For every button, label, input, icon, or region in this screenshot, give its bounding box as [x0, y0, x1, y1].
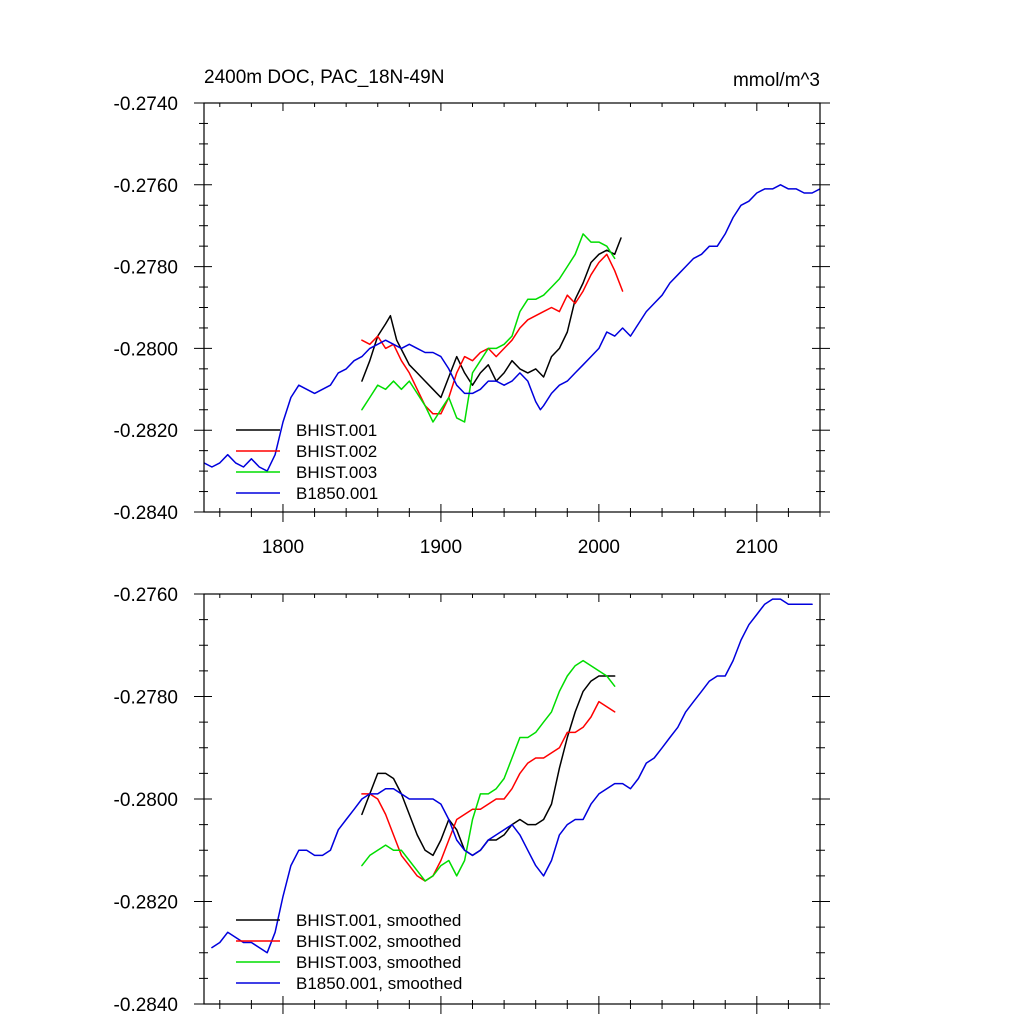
bottom-y-tick-label: -0.2780: [114, 688, 178, 709]
bottom-legend-label-0: BHIST.001, smoothed: [296, 911, 461, 930]
top-x-tick-label: 1800: [262, 537, 304, 558]
top-y-tick-label: -0.2800: [114, 339, 178, 360]
top-y-tick-label: -0.2740: [114, 94, 178, 115]
bottom-series-line-1: [361, 700, 616, 882]
top-series-line-2: [361, 233, 616, 423]
bottom-legend-label-1: BHIST.002, smoothed: [296, 932, 461, 951]
top-panel: 2400m DOC, PAC_18N-49N mmol/m^3 1800 1900…: [114, 67, 830, 558]
bottom-y-tick-label: -0.2760: [114, 585, 178, 606]
top-panel-legend: BHIST.001 BHIST.002 BHIST.003 B1850.001: [236, 421, 378, 503]
top-series-line-3: [204, 184, 820, 472]
bottom-panel-legend: BHIST.001, smoothed BHIST.002, smoothed BH…: [236, 911, 462, 993]
bottom-y-tick-label: -0.2840: [114, 995, 178, 1016]
bottom-legend-label-2: BHIST.003, smoothed: [296, 953, 461, 972]
bottom-panel: -0.2760 -0.2780 -0.2800 -0.2820 -0.2840 BHIS…: [114, 585, 830, 1016]
top-series-line-1: [361, 253, 624, 415]
top-y-tick-label: -0.2820: [114, 421, 178, 442]
top-y-tick-label: -0.2840: [114, 503, 178, 524]
bottom-panel-series: [211, 598, 813, 954]
top-x-tick-label: 2000: [578, 537, 620, 558]
top-x-tick-label: 1900: [420, 537, 462, 558]
top-y-tick-label: -0.2760: [114, 176, 178, 197]
top-panel-ticks: 1800 1900 2000 2100 -0.2740 -0.2760 -0.2780 -0.…: [114, 94, 830, 558]
top-legend-label-3: B1850.001: [296, 484, 378, 503]
bottom-series-line-3: [211, 598, 813, 954]
bottom-y-tick-label: -0.2820: [114, 893, 178, 914]
top-legend-label-1: BHIST.002: [296, 442, 377, 461]
bottom-panel-ticks: -0.2760 -0.2780 -0.2800 -0.2820 -0.2840: [114, 585, 830, 1016]
top-panel-units: mmol/m^3: [733, 70, 820, 91]
top-panel-frame: [203, 102, 821, 513]
bottom-legend-label-3: B1850.001, smoothed: [296, 974, 462, 993]
top-y-tick-label: -0.2780: [114, 258, 178, 279]
top-panel-series: [204, 184, 820, 472]
bottom-series-line-2: [361, 659, 616, 882]
bottom-panel-frame: [203, 593, 821, 1005]
top-legend-label-2: BHIST.003: [296, 463, 377, 482]
top-legend-label-0: BHIST.001: [296, 421, 377, 440]
top-panel-title: 2400m DOC, PAC_18N-49N: [204, 67, 444, 88]
top-x-tick-label: 2100: [736, 537, 778, 558]
bottom-y-tick-label: -0.2800: [114, 790, 178, 811]
